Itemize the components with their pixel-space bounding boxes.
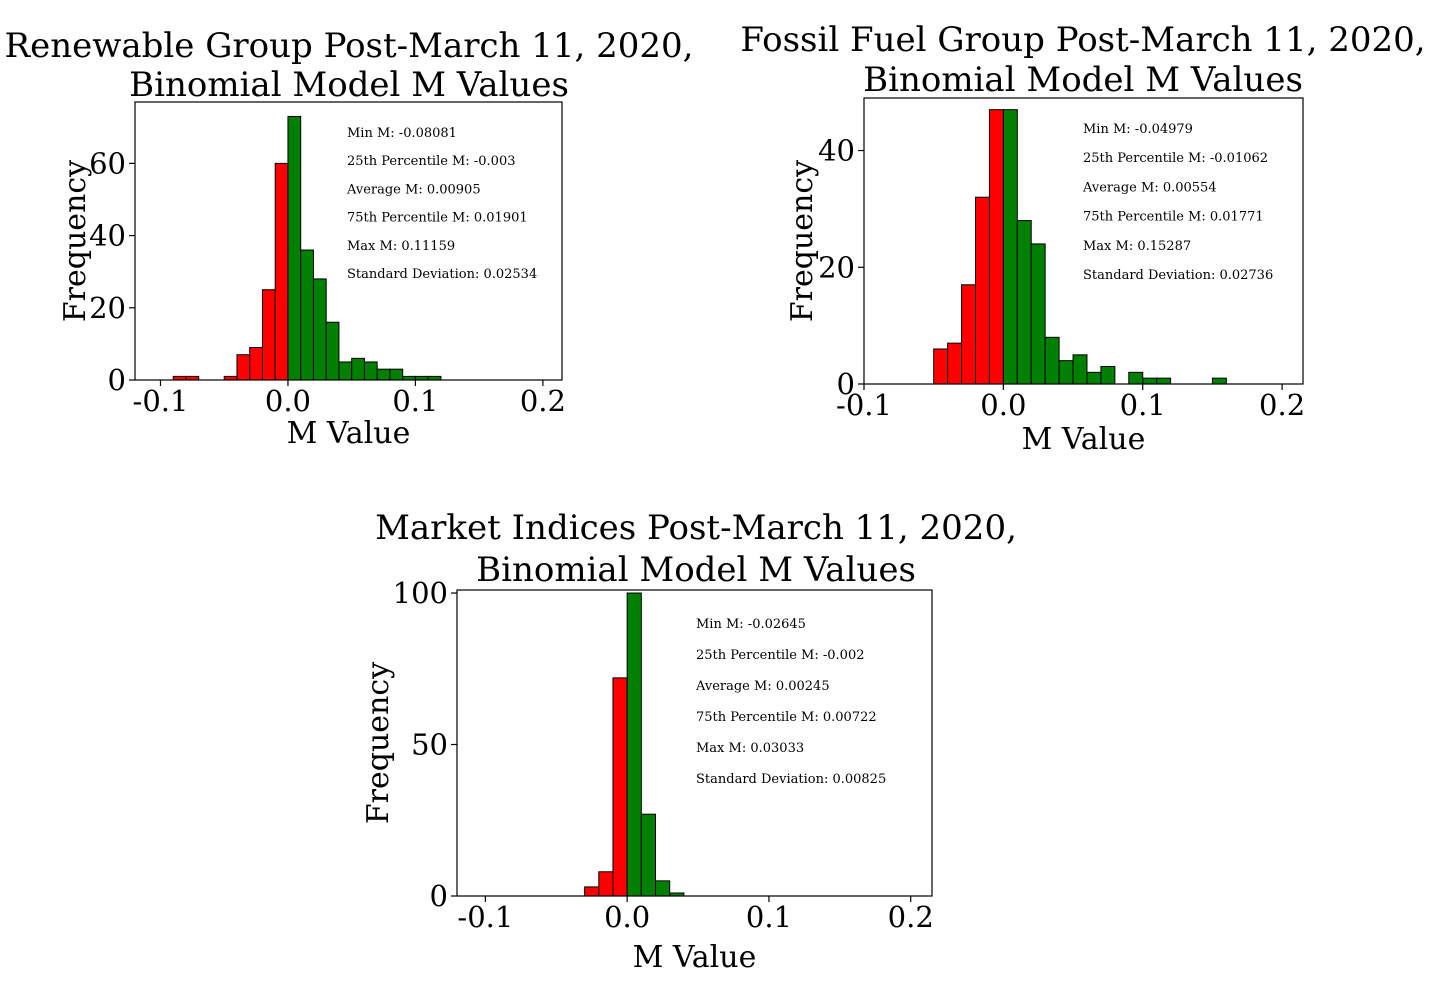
histogram-bar — [363, 361, 378, 381]
histogram-bar — [1086, 371, 1102, 385]
histogram-bar — [1044, 336, 1060, 385]
histogram-bar — [1211, 377, 1227, 385]
x-tick-label: 0.2 — [1259, 388, 1305, 422]
histogram-bar — [584, 886, 600, 897]
x-tick-label: 0.1 — [1120, 388, 1166, 422]
x-axis-label: M Value — [287, 416, 411, 451]
chart-panel: Fossil Fuel Group Post-March 11, 2020,Bi… — [740, 20, 1425, 457]
y-tick-label: 40 — [89, 219, 126, 253]
chart-panel: Renewable Group Post-March 11, 2020,Bino… — [5, 26, 694, 451]
stat-annotation: 25th Percentile M: -0.01062 — [1083, 151, 1268, 166]
x-tick-label: 0.2 — [888, 900, 934, 934]
stat-annotation: Standard Deviation: 0.02736 — [1083, 268, 1273, 283]
stat-annotation: 75th Percentile M: 0.01901 — [347, 211, 528, 226]
histogram-bar — [1142, 377, 1158, 385]
y-tick-label: 40 — [818, 134, 855, 168]
stat-annotation: 75th Percentile M: 0.01771 — [1083, 210, 1264, 225]
stat-annotation: Min M: -0.04979 — [1083, 122, 1193, 137]
histogram-bar — [261, 289, 276, 381]
histogram-bar — [249, 347, 263, 381]
y-tick-label: 20 — [89, 291, 126, 325]
histogram-bar — [598, 871, 614, 897]
histogram-bar — [626, 592, 642, 897]
y-axis-label: Frequency — [361, 662, 396, 824]
y-axis-label: Frequency — [785, 160, 820, 322]
histogram-bar — [1128, 371, 1144, 385]
x-tick-label: 0.0 — [604, 900, 650, 934]
histogram-bar — [325, 321, 340, 381]
chart-panel: Market Indices Post-March 11, 2020,Binom… — [361, 508, 1017, 975]
plot-frame — [134, 101, 563, 381]
histogram-bar — [351, 357, 365, 381]
histogram-bar — [312, 278, 327, 381]
stat-annotation: Average M: 0.00554 — [1082, 180, 1217, 195]
stat-annotation: Average M: 0.00245 — [695, 679, 830, 694]
histogram-bar — [338, 361, 353, 381]
stat-annotation: Standard Deviation: 0.02534 — [347, 267, 537, 282]
x-axis-label: M Value — [1022, 422, 1146, 457]
x-tick-label: 0.0 — [980, 388, 1026, 422]
chart-title: Binomial Model M Values — [129, 65, 569, 105]
stat-annotation: Min M: -0.02645 — [696, 617, 806, 632]
x-tick-label: 0.1 — [746, 900, 792, 934]
y-tick-label: 0 — [430, 879, 448, 913]
stat-annotation: Average M: 0.00905 — [346, 182, 481, 197]
x-tick-label: 0.1 — [392, 384, 438, 418]
chart-title: Renewable Group Post-March 11, 2020, — [5, 26, 694, 66]
y-tick-label: 50 — [411, 728, 448, 762]
y-tick-label: 0 — [837, 367, 855, 401]
histogram-bar — [655, 880, 671, 897]
y-tick-label: 20 — [818, 250, 855, 284]
x-tick-label: 0.2 — [520, 384, 566, 418]
stat-annotation: Min M: -0.08081 — [347, 126, 457, 141]
histogram-bar — [1072, 354, 1088, 385]
histogram-bar — [274, 162, 289, 381]
x-tick-label: 0.0 — [265, 384, 311, 418]
histogram-bar — [974, 196, 990, 385]
histogram-bar — [961, 284, 976, 385]
histogram-bar — [389, 368, 404, 381]
stat-annotation: Max M: 0.11159 — [347, 239, 455, 254]
stat-annotation: 25th Percentile M: -0.003 — [347, 154, 516, 169]
x-tick-label: -0.1 — [836, 388, 892, 422]
histogram-bar — [988, 109, 1004, 385]
histogram-bar — [933, 348, 949, 385]
x-tick-label: -0.1 — [133, 384, 189, 418]
histogram-bar — [612, 677, 628, 897]
chart-title: Binomial Model M Values — [476, 550, 916, 590]
plot-frame — [456, 589, 933, 897]
stat-annotation: Max M: 0.15287 — [1083, 239, 1191, 254]
histogram-bar — [1156, 377, 1172, 385]
y-tick-label: 100 — [393, 576, 448, 610]
y-axis-label: Frequency — [58, 160, 93, 322]
histogram-bar — [1030, 243, 1046, 385]
y-tick-label: 0 — [108, 363, 126, 397]
histogram-bar — [376, 368, 391, 381]
histogram-bar — [640, 813, 657, 897]
x-axis-label: M Value — [633, 940, 757, 975]
x-tick-label: -0.1 — [457, 900, 513, 934]
stat-annotation: 25th Percentile M: -0.002 — [696, 648, 865, 663]
chart-title: Market Indices Post-March 11, 2020, — [375, 508, 1017, 548]
stat-annotation: 75th Percentile M: 0.00722 — [696, 710, 877, 725]
histogram-bar — [1016, 220, 1032, 385]
histogram-bar — [1058, 360, 1074, 385]
plot-frame — [863, 97, 1304, 385]
y-tick-label: 60 — [89, 146, 126, 180]
histogram-bar — [287, 115, 302, 381]
histogram-bar — [1002, 109, 1018, 385]
chart-title: Binomial Model M Values — [863, 60, 1303, 100]
histogram-bar — [947, 342, 963, 385]
histogram-bar — [236, 354, 251, 381]
stat-annotation: Max M: 0.03033 — [696, 741, 804, 756]
histogram-bar — [1100, 365, 1116, 385]
chart-title: Fossil Fuel Group Post-March 11, 2020, — [740, 20, 1425, 60]
stat-annotation: Standard Deviation: 0.00825 — [696, 772, 886, 787]
histogram-bar — [300, 249, 314, 381]
